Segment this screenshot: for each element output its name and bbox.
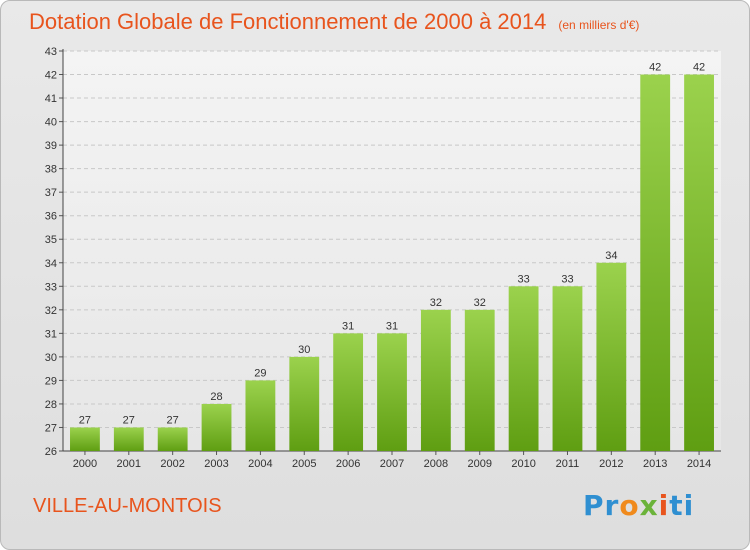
data-label: 27 bbox=[167, 414, 179, 426]
logo-letter: i bbox=[658, 489, 670, 522]
y-tick-label: 39 bbox=[45, 140, 57, 152]
data-label: 32 bbox=[474, 297, 486, 309]
bar bbox=[420, 309, 451, 451]
y-tick-label: 33 bbox=[45, 281, 57, 293]
y-tick-label: 30 bbox=[45, 352, 57, 364]
logo-letter: o bbox=[619, 489, 640, 522]
chart-title: Dotation Globale de Fonctionnement de 20… bbox=[29, 9, 639, 35]
x-tick-label: 2005 bbox=[292, 458, 316, 470]
x-tick-label: 2009 bbox=[467, 458, 491, 470]
y-tick-label: 35 bbox=[45, 234, 57, 246]
bar bbox=[640, 74, 671, 451]
bar bbox=[552, 286, 583, 451]
y-tick-label: 40 bbox=[45, 117, 57, 129]
y-tick-label: 36 bbox=[45, 211, 57, 223]
bar bbox=[596, 262, 627, 451]
data-label: 33 bbox=[517, 273, 529, 285]
logo-letter: P bbox=[583, 489, 605, 522]
data-label: 31 bbox=[386, 320, 398, 332]
data-label: 42 bbox=[649, 62, 661, 74]
bar bbox=[157, 427, 188, 451]
x-tick-label: 2004 bbox=[248, 458, 272, 470]
data-label: 28 bbox=[210, 391, 222, 403]
x-tick-label: 2006 bbox=[336, 458, 360, 470]
logo-letter: r bbox=[604, 489, 620, 522]
bar bbox=[289, 356, 320, 451]
bar bbox=[684, 74, 714, 451]
bar bbox=[508, 286, 539, 451]
data-label: 34 bbox=[605, 250, 617, 262]
bar bbox=[70, 427, 100, 451]
y-tick-label: 27 bbox=[45, 422, 57, 434]
x-tick-label: 2013 bbox=[643, 458, 667, 470]
y-tick-label: 31 bbox=[45, 328, 57, 340]
commune-name: VILLE-AU-MONTOIS bbox=[33, 495, 222, 517]
x-tick-label: 2010 bbox=[511, 458, 535, 470]
x-tick-label: 2003 bbox=[204, 458, 228, 470]
x-tick-label: 2007 bbox=[380, 458, 404, 470]
proxiti-logo: Proxiti bbox=[583, 489, 694, 522]
data-label: 42 bbox=[693, 62, 705, 74]
y-tick-label: 29 bbox=[45, 375, 57, 387]
bar bbox=[201, 403, 232, 451]
logo-letter: ti bbox=[669, 489, 695, 522]
y-tick-label: 43 bbox=[45, 46, 57, 58]
logo-letter: x bbox=[639, 489, 659, 522]
y-tick-label: 26 bbox=[45, 446, 57, 458]
y-tick-label: 38 bbox=[45, 164, 57, 176]
y-tick-label: 37 bbox=[45, 187, 57, 199]
x-tick-label: 2001 bbox=[117, 458, 141, 470]
data-label: 31 bbox=[342, 320, 354, 332]
x-tick-label: 2012 bbox=[599, 458, 623, 470]
y-tick-label: 34 bbox=[45, 258, 57, 270]
data-label: 33 bbox=[561, 273, 573, 285]
bar bbox=[113, 427, 144, 451]
data-label: 27 bbox=[123, 414, 135, 426]
bar bbox=[333, 333, 364, 451]
y-tick-label: 42 bbox=[45, 70, 57, 82]
x-tick-label: 2014 bbox=[687, 458, 711, 470]
bar bbox=[245, 380, 276, 451]
bar bbox=[464, 309, 495, 451]
y-tick-label: 41 bbox=[45, 93, 57, 105]
x-tick-label: 2011 bbox=[556, 458, 580, 470]
x-tick-label: 2000 bbox=[73, 458, 97, 470]
data-label: 29 bbox=[254, 367, 266, 379]
data-label: 30 bbox=[298, 344, 310, 356]
y-tick-label: 28 bbox=[45, 399, 57, 411]
unit-label: (en milliers d'€) bbox=[558, 18, 640, 32]
x-tick-label: 2002 bbox=[160, 458, 184, 470]
x-tick-label: 2008 bbox=[424, 458, 448, 470]
title-text: Dotation Globale de Fonctionnement de 20… bbox=[29, 9, 547, 34]
data-label: 27 bbox=[79, 414, 91, 426]
y-tick-label: 32 bbox=[45, 305, 57, 317]
bar bbox=[377, 333, 407, 451]
data-label: 32 bbox=[430, 297, 442, 309]
